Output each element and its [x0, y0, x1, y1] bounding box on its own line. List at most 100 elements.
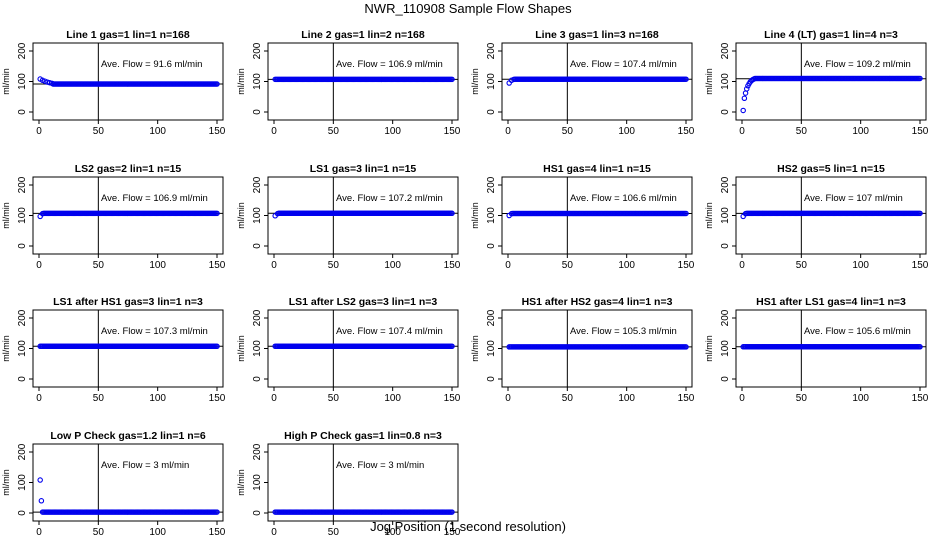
x-tick-label: 100: [618, 260, 635, 271]
x-tick-label: 50: [93, 126, 105, 137]
y-tick-label: 200: [486, 176, 497, 193]
y-tick-label: 100: [486, 207, 497, 224]
panel-title: HS1 after HS2 gas=4 lin=1 n=3: [522, 296, 673, 308]
y-tick-label: 200: [252, 42, 263, 59]
data-point: [449, 343, 455, 349]
data-point: [44, 79, 51, 85]
y-axis-label: ml/min: [704, 68, 714, 95]
data-point: [449, 210, 455, 217]
x-tick-label: 100: [618, 126, 635, 137]
data-point: [917, 344, 923, 350]
x-tick-label: 0: [739, 126, 745, 137]
panel-3: Line 3 gas=1 lin=3 n=168 0 50 100 150 0 100 200…: [470, 29, 695, 137]
x-tick-label: 0: [36, 393, 42, 404]
x-tick-label: 50: [93, 260, 105, 271]
y-axis-label: ml/min: [704, 202, 714, 229]
y-tick-label: 100: [252, 474, 263, 491]
annotation-background: [99, 58, 205, 71]
y-axis-label: ml/min: [236, 469, 246, 496]
x-tick-label: 150: [912, 126, 929, 137]
data-point: [741, 95, 748, 102]
y-tick-label: 100: [252, 73, 263, 90]
panel-5: LS2 gas=2 lin=1 n=15 0 50 100 150 0 100 200 ml/m…: [1, 163, 226, 271]
panel-4: Line 4 (LT) gas=1 lin=4 n=3 0 50 100 150 0 100…: [704, 29, 929, 137]
x-tick-label: 0: [505, 126, 511, 137]
annotation-background: [802, 192, 905, 205]
data-point: [38, 498, 45, 504]
panel-title: LS1 after HS1 gas=3 lin=1 n=3: [53, 296, 203, 308]
x-tick-label: 0: [739, 393, 745, 404]
x-tick-label: 150: [444, 260, 461, 271]
average-flow-annotation: Ave. Flow = 105.6 ml/min: [804, 326, 911, 337]
x-tick-label: 0: [36, 527, 42, 538]
panel-title: High P Check gas=1 lin=0.8 n=3: [284, 430, 442, 442]
y-tick-label: 0: [17, 243, 28, 249]
average-flow-annotation: Ave. Flow = 105.3 ml/min: [570, 326, 677, 337]
annotation-background: [334, 58, 445, 71]
x-tick-label: 100: [384, 126, 401, 137]
x-tick-label: 50: [328, 126, 340, 137]
y-tick-label: 100: [486, 73, 497, 90]
y-tick-label: 200: [720, 309, 731, 326]
x-tick-label: 0: [271, 260, 277, 271]
y-tick-label: 100: [720, 340, 731, 357]
x-tick-label: 150: [912, 260, 929, 271]
y-tick-label: 200: [17, 443, 28, 460]
y-tick-label: 100: [17, 340, 28, 357]
x-tick-label: 100: [852, 260, 869, 271]
y-axis-label: ml/min: [236, 68, 246, 95]
annotation-background: [568, 192, 679, 205]
annotation-background: [334, 192, 445, 205]
y-tick-label: 200: [17, 309, 28, 326]
x-tick-label: 100: [149, 126, 166, 137]
y-tick-label: 0: [252, 243, 263, 249]
y-tick-label: 0: [17, 510, 28, 516]
figure-x-axis-label: Jog Position (1 second resolution): [370, 519, 566, 534]
data-point: [214, 343, 220, 350]
y-tick-label: 200: [252, 309, 263, 326]
x-tick-label: 0: [505, 260, 511, 271]
y-axis-label: ml/min: [236, 335, 246, 362]
average-flow-annotation: Ave. Flow = 109.2 ml/min: [804, 59, 911, 70]
y-tick-label: 0: [17, 109, 28, 115]
x-tick-label: 50: [328, 527, 340, 538]
data-point: [214, 509, 220, 515]
x-tick-label: 0: [271, 527, 277, 538]
y-tick-label: 0: [252, 510, 263, 516]
x-tick-label: 150: [444, 393, 461, 404]
x-tick-label: 150: [444, 527, 461, 538]
annotation-background: [568, 325, 679, 338]
data-point: [740, 107, 746, 114]
x-tick-label: 50: [796, 260, 808, 271]
figure-title: NWR_110908 Sample Flow Shapes: [364, 1, 572, 16]
y-tick-label: 0: [17, 376, 28, 382]
y-axis-label: ml/min: [236, 202, 246, 229]
x-tick-label: 0: [271, 393, 277, 404]
panel-title: Line 2 gas=1 lin=2 n=168: [301, 29, 425, 41]
y-tick-label: 0: [720, 109, 731, 115]
x-tick-label: 0: [505, 393, 511, 404]
average-flow-annotation: Ave. Flow = 106.9 ml/min: [101, 193, 208, 204]
panel-7: HS1 gas=4 lin=1 n=15 0 50 100 150 0 100 200 ml/m…: [470, 163, 695, 271]
panel-1: Line 1 gas=1 lin=1 n=168 0 50 100 150 0 100 200…: [1, 29, 226, 137]
panel-10: LS1 after LS2 gas=3 lin=1 n=3 0 50 100 150 0 1…: [236, 296, 461, 404]
x-tick-label: 150: [444, 126, 461, 137]
x-tick-label: 100: [149, 260, 166, 271]
x-tick-label: 100: [852, 393, 869, 404]
data-point: [917, 75, 923, 82]
data-point: [917, 210, 923, 217]
panel-title: Line 3 gas=1 lin=3 n=168: [535, 29, 659, 41]
annotation-background: [99, 192, 210, 205]
average-flow-annotation: Ave. Flow = 107.4 ml/min: [336, 326, 443, 337]
average-flow-annotation: Ave. Flow = 91.6 ml/min: [101, 59, 202, 70]
x-tick-label: 150: [209, 527, 226, 538]
x-tick-label: 0: [36, 260, 42, 271]
panel-8: HS2 gas=5 lin=1 n=15 0 50 100 150 0 100 200 ml/m…: [704, 163, 929, 271]
y-tick-label: 200: [486, 42, 497, 59]
y-tick-label: 0: [252, 109, 263, 115]
average-flow-annotation: Ave. Flow = 107.2 ml/min: [336, 193, 443, 204]
x-tick-label: 100: [618, 393, 635, 404]
y-tick-label: 200: [252, 443, 263, 460]
x-tick-label: 150: [209, 393, 226, 404]
